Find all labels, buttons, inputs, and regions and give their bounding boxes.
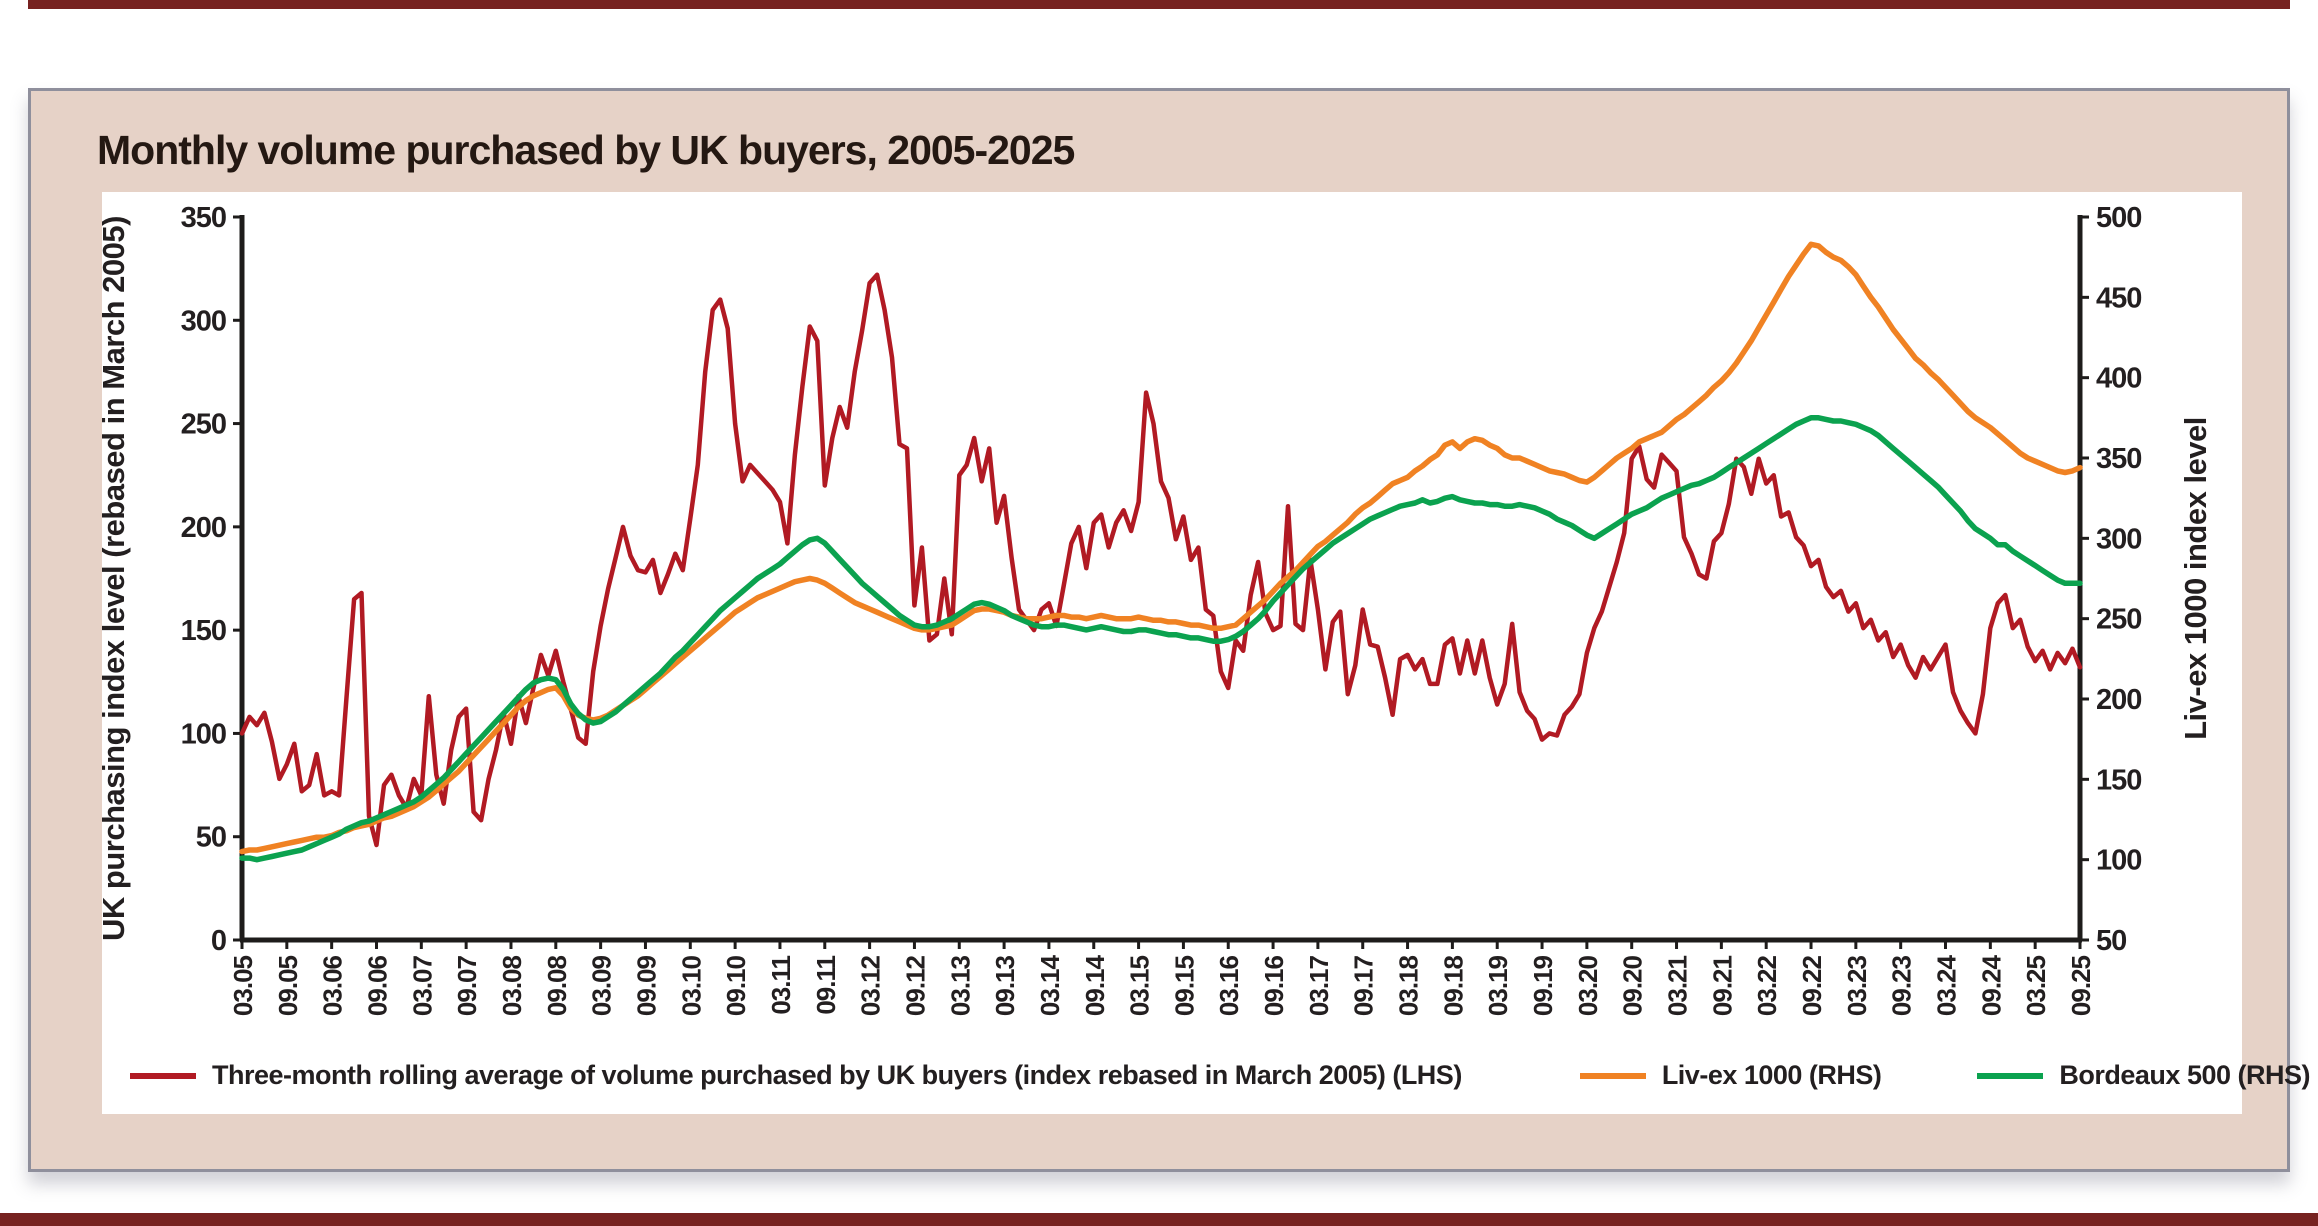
x-tick-label: 09.21 (1707, 955, 1737, 1016)
x-tick-label: 03.23 (1842, 955, 1872, 1016)
legend-item-uk-volume: Three-month rolling average of volume pu… (130, 1060, 1462, 1091)
series-line-uk-volume (239, 272, 2083, 848)
x-tick-label: 03.15 (1125, 955, 1155, 1016)
y-tick-label-left: 250 (181, 409, 226, 441)
x-tick-label: 09.09 (631, 955, 661, 1016)
chart-title: Monthly volume purchased by UK buyers, 2… (97, 127, 1075, 173)
y-tick-label-right: 100 (2096, 845, 2141, 877)
y-tick-label-right: 200 (2096, 684, 2141, 716)
x-tick-label: 09.06 (362, 955, 392, 1016)
x-tick-label: 09.25 (2066, 955, 2096, 1016)
series-line-bordeaux-500 (239, 415, 2083, 863)
y-tick-label-right: 50 (2096, 925, 2126, 957)
y-tick-label-right: 450 (2096, 282, 2141, 314)
y-tick-label-right: 150 (2096, 764, 2141, 796)
x-tick-label: 03.24 (1932, 954, 1962, 1016)
x-tick-label: 03.18 (1394, 955, 1424, 1016)
x-tick-label: 09.08 (542, 955, 572, 1016)
legend-swatch-orange (1579, 1072, 1646, 1079)
y-tick-label-left: 150 (181, 615, 226, 647)
x-tick-label: 09.20 (1618, 955, 1648, 1016)
legend-item-livex-1000: Liv-ex 1000 (RHS) (1579, 1060, 1882, 1091)
x-tick-label: 03.16 (1214, 955, 1244, 1016)
y-tick-label-left: 100 (181, 718, 226, 750)
x-tick-label: 03.12 (856, 955, 886, 1016)
x-tick-label: 09.24 (1976, 954, 2006, 1016)
y-tick-label-right: 250 (2096, 604, 2141, 636)
x-tick-label: 03.07 (407, 955, 437, 1016)
legend-label: Liv-ex 1000 (RHS) (1661, 1060, 1882, 1090)
x-tick-label: 09.14 (1080, 954, 1110, 1016)
x-tick-label: 03.17 (1304, 955, 1334, 1016)
x-tick-label: 09.05 (273, 955, 303, 1016)
series-line-livex-1000 (239, 241, 2083, 855)
y-tick-label-right: 400 (2096, 363, 2141, 395)
legend-item-bordeaux-500: Bordeaux 500 (RHS) (1977, 1060, 2310, 1091)
x-tick-label: 03.05 (228, 955, 258, 1016)
legend-swatch-red (130, 1072, 196, 1079)
x-tick-label: 03.21 (1663, 955, 1693, 1016)
line-chart: 0 50 100 150 200 250 300 350 50 100 150 200 250 300 35… (102, 202, 2213, 1016)
x-tick-label: 09.18 (1438, 955, 1468, 1016)
y-tick-label-left: 50 (196, 822, 226, 854)
x-tick-label: 03.25 (2021, 955, 2051, 1016)
x-tick-label: 09.22 (1797, 955, 1827, 1016)
x-tick-label: 03.11 (766, 955, 796, 1014)
x-tick-label: 09.15 (1169, 955, 1199, 1016)
x-tick-label: 03.13 (945, 955, 975, 1016)
bottom-accent-rule (0, 1213, 2318, 1226)
y-tick-label-right: 350 (2096, 443, 2141, 475)
x-tick-label: 03.20 (1573, 955, 1603, 1016)
chart-legend: Three-month rolling average of volume pu… (102, 1060, 2310, 1091)
x-tick-label: 03.10 (676, 955, 706, 1016)
x-tick-label: 09.07 (452, 955, 482, 1016)
chart-panel: Monthly volume purchased by UK buyers, 2… (28, 88, 2310, 1172)
legend-label: Three-month rolling average of volume pu… (212, 1060, 1462, 1090)
y-tick-label-right: 300 (2096, 523, 2141, 555)
y-tick-label-left: 200 (181, 512, 226, 544)
x-tick-label: 09.12 (900, 955, 930, 1016)
y-tick-label-right: 500 (2096, 202, 2141, 234)
x-tick-label: 09.11 (811, 955, 841, 1014)
x-tick-label: 03.22 (1752, 955, 1782, 1016)
x-tick-label: 09.10 (721, 955, 751, 1016)
top-accent-rule (28, 0, 2290, 9)
y-tick-label-left: 300 (181, 305, 226, 337)
x-tick-label: 09.17 (1349, 955, 1379, 1016)
x-tick-label: 09.23 (1887, 955, 1917, 1016)
legend-swatch-green (1977, 1072, 2044, 1079)
y-axis-title-right: Liv-ex 1000 index level (2178, 417, 2213, 740)
x-tick-label: 03.09 (587, 955, 617, 1016)
y-tick-label-left: 350 (181, 202, 226, 234)
y-axis-title-left: UK purchasing index level (rebased in Ma… (102, 216, 131, 941)
chart-card: 0 50 100 150 200 250 300 350 50 100 150 200 250 300 35… (102, 192, 2310, 1114)
x-tick-label: 09.13 (990, 955, 1020, 1016)
x-tick-label: 03.08 (497, 955, 527, 1016)
x-tick-label: 09.16 (1259, 955, 1289, 1016)
x-tick-label: 09.19 (1528, 955, 1558, 1016)
x-tick-label: 03.14 (1035, 954, 1065, 1016)
x-tick-label: 03.06 (318, 955, 348, 1016)
y-tick-label-left: 0 (211, 925, 226, 957)
x-tick-label: 03.19 (1483, 955, 1513, 1016)
legend-label: Bordeaux 500 (RHS) (2059, 1060, 2310, 1090)
